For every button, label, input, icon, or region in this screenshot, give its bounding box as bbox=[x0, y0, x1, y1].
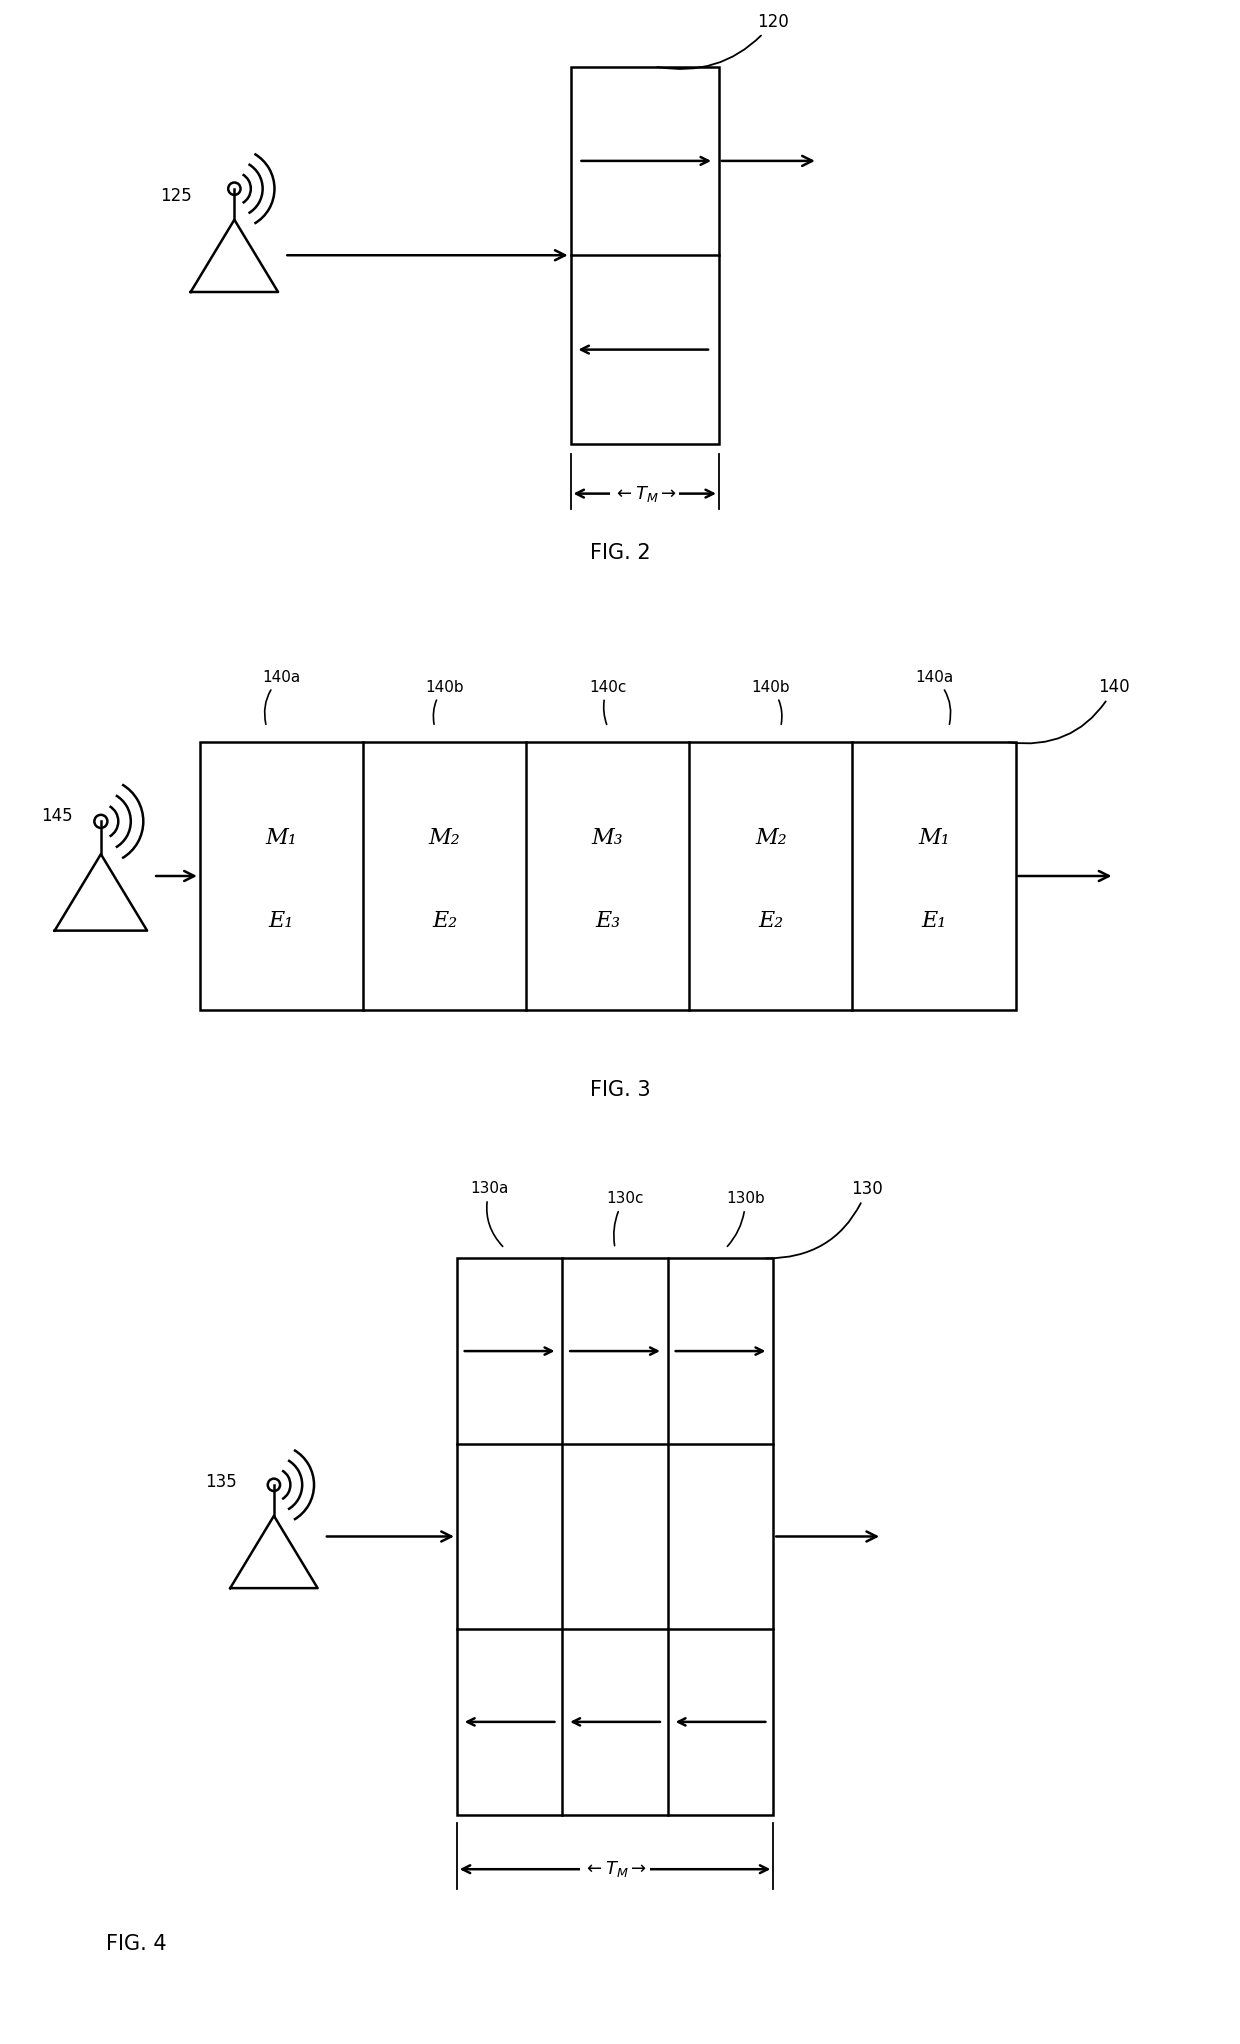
Text: 135: 135 bbox=[205, 1474, 237, 1490]
Bar bbox=[200, 742, 1016, 1010]
Text: 140b: 140b bbox=[425, 681, 464, 724]
Bar bbox=[456, 1259, 774, 1815]
Text: 120: 120 bbox=[657, 12, 789, 69]
Text: 130c: 130c bbox=[606, 1192, 644, 1245]
Text: 130b: 130b bbox=[725, 1192, 765, 1247]
Text: 130a: 130a bbox=[471, 1181, 508, 1247]
Text: $\leftarrow T_M \rightarrow$: $\leftarrow T_M \rightarrow$ bbox=[613, 484, 677, 503]
Text: 140a: 140a bbox=[915, 670, 954, 724]
Text: 140: 140 bbox=[1008, 679, 1130, 744]
Text: M₁: M₁ bbox=[265, 828, 298, 848]
Text: FIG. 3: FIG. 3 bbox=[590, 1079, 650, 1100]
Text: $\leftarrow T_M \rightarrow$: $\leftarrow T_M \rightarrow$ bbox=[583, 1860, 647, 1878]
Text: M₂: M₂ bbox=[429, 828, 460, 848]
Text: FIG. 4: FIG. 4 bbox=[105, 1934, 166, 1954]
Text: E₁: E₁ bbox=[269, 910, 294, 932]
Text: E₂: E₂ bbox=[758, 910, 784, 932]
Text: 140b: 140b bbox=[751, 681, 790, 724]
Text: M₁: M₁ bbox=[918, 828, 950, 848]
Text: M₃: M₃ bbox=[591, 828, 624, 848]
Text: E₂: E₂ bbox=[432, 910, 458, 932]
Text: E₁: E₁ bbox=[921, 910, 946, 932]
Text: FIG. 2: FIG. 2 bbox=[590, 544, 650, 564]
Text: M₂: M₂ bbox=[755, 828, 786, 848]
Text: 125: 125 bbox=[160, 186, 192, 204]
Text: E₃: E₃ bbox=[595, 910, 620, 932]
Bar bbox=[570, 67, 719, 444]
Text: 145: 145 bbox=[42, 807, 73, 826]
Text: 140a: 140a bbox=[262, 670, 300, 724]
Text: 140c: 140c bbox=[589, 681, 626, 724]
Text: 130: 130 bbox=[766, 1179, 883, 1259]
